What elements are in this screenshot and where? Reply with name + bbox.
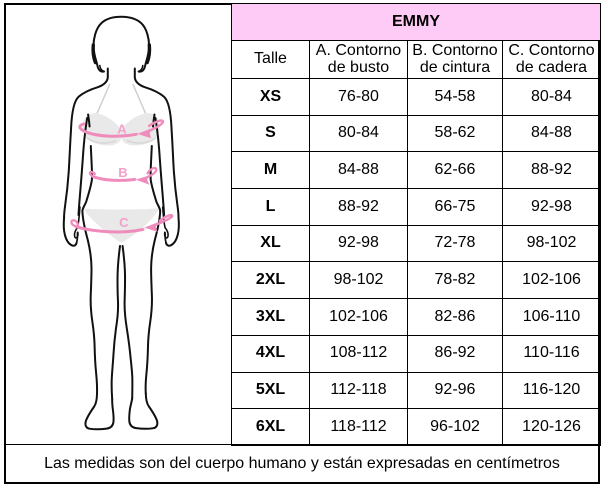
svg-text:A: A xyxy=(117,122,127,137)
svg-text:C: C xyxy=(119,215,129,230)
svg-text:B: B xyxy=(118,165,127,180)
